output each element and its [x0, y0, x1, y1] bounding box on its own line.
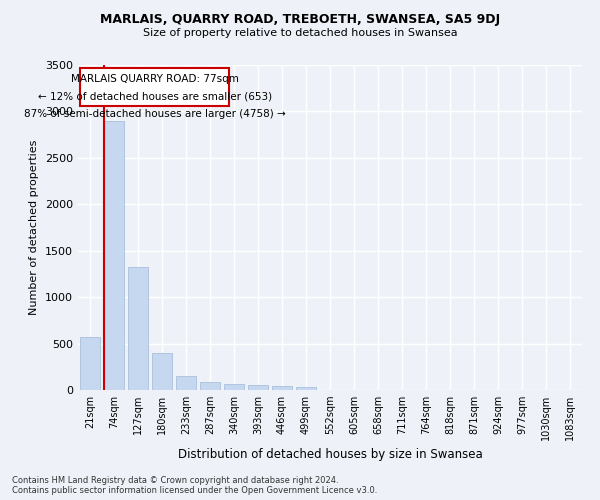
Text: MARLAIS QUARRY ROAD: 77sqm: MARLAIS QUARRY ROAD: 77sqm: [71, 74, 239, 84]
Bar: [224, 384, 244, 390]
Text: MARLAIS, QUARRY ROAD, TREBOETH, SWANSEA, SA5 9DJ: MARLAIS, QUARRY ROAD, TREBOETH, SWANSEA,…: [100, 12, 500, 26]
Bar: [176, 376, 196, 390]
Text: 87% of semi-detached houses are larger (4758) →: 87% of semi-detached houses are larger (…: [24, 109, 286, 119]
Bar: [248, 385, 268, 390]
Bar: [200, 382, 220, 390]
Text: Size of property relative to detached houses in Swansea: Size of property relative to detached ho…: [143, 28, 457, 38]
Bar: [128, 268, 148, 390]
Bar: [80, 337, 100, 390]
Text: ← 12% of detached houses are smaller (653): ← 12% of detached houses are smaller (65…: [38, 92, 272, 102]
X-axis label: Distribution of detached houses by size in Swansea: Distribution of detached houses by size …: [178, 448, 482, 462]
Bar: [296, 387, 316, 390]
Bar: [152, 353, 172, 390]
Text: Contains HM Land Registry data © Crown copyright and database right 2024.
Contai: Contains HM Land Registry data © Crown c…: [12, 476, 377, 495]
Bar: [272, 386, 292, 390]
Bar: [104, 120, 124, 390]
Y-axis label: Number of detached properties: Number of detached properties: [29, 140, 40, 315]
